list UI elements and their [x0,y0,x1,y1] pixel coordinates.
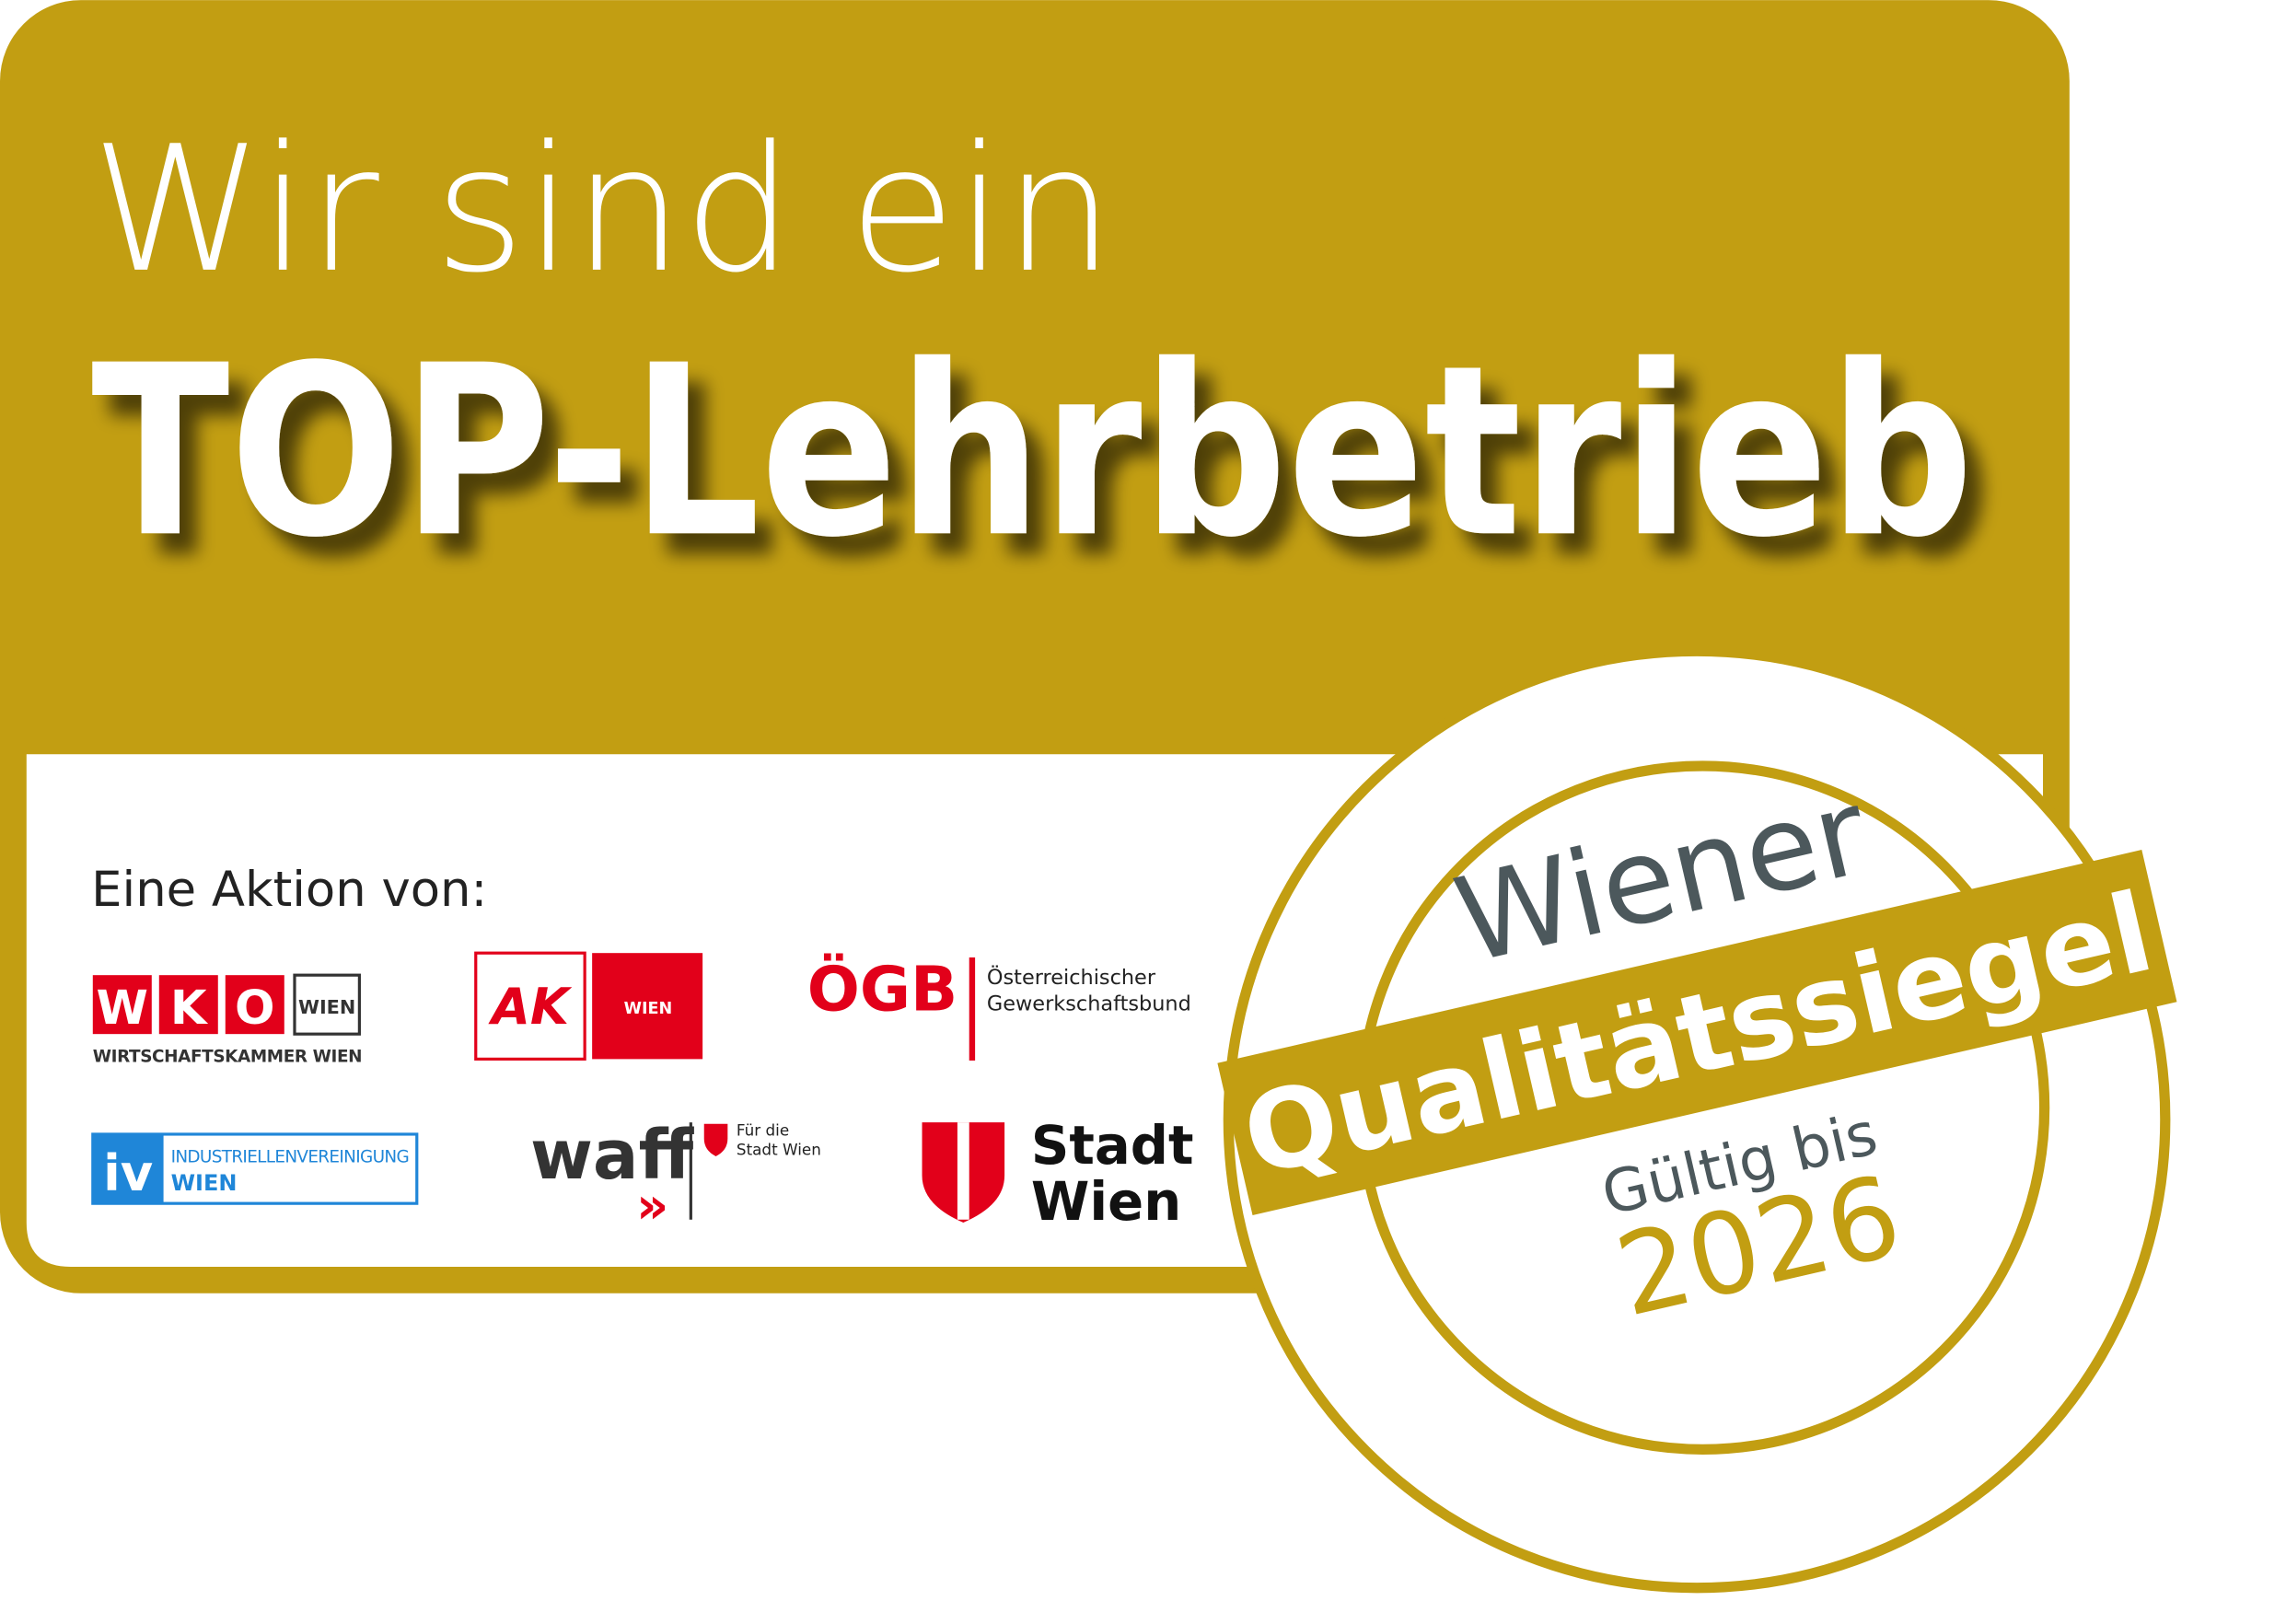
oegb-line: Gewerkschaftsbund [987,992,1191,1016]
oegb-mark: ÖGB [807,953,957,1026]
waff-shield [703,1123,728,1156]
ak-region: WIEN [624,1000,673,1018]
stadt-wien-logo: Stadt Wien [922,1115,1194,1233]
wko-box [225,975,284,1035]
wko-region-box [293,973,361,1036]
seal: Wiener Qualitätssiegel Gültig bis 2026 [1217,645,2177,1594]
intro: Eine Aktion von: [91,862,487,918]
headline-1: Wir sind ein [91,109,1114,311]
waff-arrows: » [636,1177,668,1235]
ak-mark: AK [488,978,573,1036]
iv-logo: iv INDUSTRIELLENVEREINIGUNG WIEN [91,1132,419,1205]
wien-shield-stripe [957,1122,969,1220]
waff-logo: waff » Für die Stadt Wien [530,1117,821,1235]
waff-divider [689,1122,692,1220]
wko-box [92,975,152,1035]
wko-letter: W [97,980,148,1036]
waff-mark: waff [530,1117,695,1195]
wko-letter: K [170,980,209,1036]
wko-letter: O [235,980,275,1036]
iv-line: INDUSTRIELLENVEREINIGUNG [171,1147,410,1166]
waff-line: Für die [737,1121,789,1140]
wien-line: Stadt [1031,1115,1194,1177]
wko-box [158,975,218,1035]
ak-frame [474,951,586,1061]
ak-box [592,953,703,1060]
wien-line: Wien [1031,1171,1181,1233]
oegb-line: Österreichischer [987,964,1156,990]
iv-line: WIEN [171,1170,238,1196]
seal-band [1217,850,2177,1216]
headline-2: TOP-Lehrbetrieb [91,315,1974,589]
wko-region: WIEN [298,996,355,1018]
wko-logo: W K O WIEN WIRTSCHAFTSKAMMER WIEN [92,973,363,1067]
iv-mark: iv [103,1144,153,1202]
wko-name: WIRTSCHAFTSKAMMER WIEN [93,1048,363,1067]
ak-logo: AK WIEN [474,951,703,1061]
waff-line: Stadt Wien [737,1140,821,1158]
oegb-divider [969,957,976,1061]
oegb-logo: ÖGB Österreichischer Gewerkschaftsbund [807,953,1191,1061]
iv-box [92,1133,164,1204]
